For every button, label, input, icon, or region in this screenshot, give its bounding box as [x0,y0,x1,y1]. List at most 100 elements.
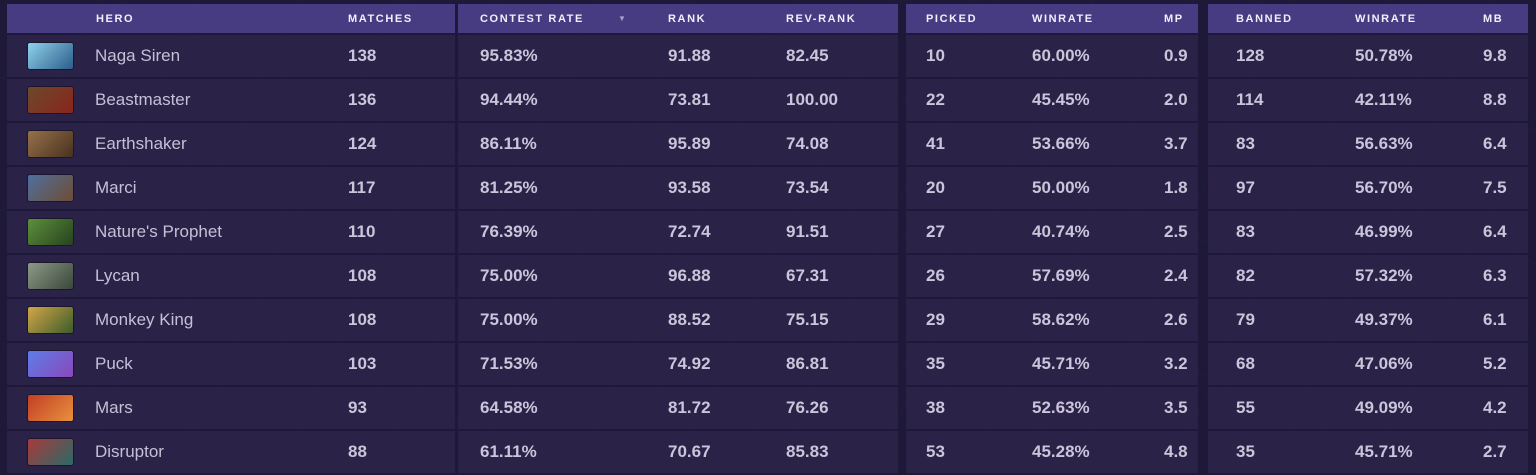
mp-value: 3.2 [1164,354,1188,373]
row-group-contest: 64.58% 81.72 76.26 [458,387,898,429]
column-header-rev-rank[interactable]: REV-RANK [786,12,857,25]
column-header-contest-rate[interactable]: CONTEST RATE ▼ [480,13,668,25]
mp-value: 2.6 [1164,310,1188,329]
row-group-contest: 75.00% 88.52 75.15 [458,299,898,341]
hero-row[interactable]: Marci 117 81.25% 93.58 73.54 20 50.00% 1… [7,167,1528,209]
row-group-banned: 114 42.11% 8.8 [1208,79,1528,121]
banned-value: 35 [1236,442,1255,461]
hero-name[interactable]: Mars [95,398,133,417]
column-header-hero[interactable]: HERO [96,12,135,25]
row-group-picked: 53 45.28% 4.8 [906,431,1198,473]
hero-name[interactable]: Monkey King [95,310,194,329]
hero-portrait [28,43,73,69]
row-group-hero: Mars 93 [7,387,455,429]
rev-rank-value: 76.26 [786,398,829,417]
matches-value: 103 [348,354,377,373]
hero-row[interactable]: Puck 103 71.53% 74.92 86.81 35 45.71% 3.… [7,343,1528,385]
row-group-banned: 82 57.32% 6.3 [1208,255,1528,297]
table-body: Naga Siren 138 95.83% 91.88 82.45 10 60.… [7,35,1528,473]
hero-row[interactable]: Beastmaster 136 94.44% 73.81 100.00 22 4… [7,79,1528,121]
rank-value: 73.81 [668,90,711,109]
picked-value: 35 [926,354,945,373]
hero-portrait [28,307,73,333]
column-header-rank[interactable]: RANK [668,12,707,25]
row-group-picked: 29 58.62% 2.6 [906,299,1198,341]
rev-rank-value: 91.51 [786,222,829,241]
picked-winrate-value: 60.00% [1032,46,1090,65]
banned-winrate-value: 49.37% [1355,310,1413,329]
matches-value: 136 [348,90,377,109]
hero-row[interactable]: Mars 93 64.58% 81.72 76.26 38 52.63% 3.5… [7,387,1528,429]
contest-rate-value: 61.11% [480,442,537,461]
banned-winrate-value: 49.09% [1355,398,1413,417]
rank-value: 88.52 [668,310,711,329]
column-header-banned-winrate[interactable]: WINRATE [1355,12,1417,25]
hero-row[interactable]: Nature's Prophet 110 76.39% 72.74 91.51 … [7,211,1528,253]
row-group-hero: Naga Siren 138 [7,35,455,77]
column-header-picked[interactable]: PICKED [926,12,978,25]
rev-rank-value: 82.45 [786,46,829,65]
hero-name[interactable]: Marci [95,178,137,197]
row-group-hero: Lycan 108 [7,255,455,297]
mb-value: 8.8 [1483,90,1507,109]
sort-desc-icon[interactable]: ▼ [617,14,626,23]
column-group-divider [1198,387,1208,429]
row-group-contest: 95.83% 91.88 82.45 [458,35,898,77]
matches-value: 138 [348,46,377,65]
hero-row[interactable]: Disruptor 88 61.11% 70.67 85.83 53 45.28… [7,431,1528,473]
column-group-divider [898,167,906,209]
column-header-picked-winrate[interactable]: WINRATE [1032,12,1094,25]
row-group-contest: 71.53% 74.92 86.81 [458,343,898,385]
column-group-divider [898,255,906,297]
hero-name[interactable]: Nature's Prophet [95,222,223,241]
picked-value: 27 [926,222,945,241]
rev-rank-value: 67.31 [786,266,829,285]
mb-value: 2.7 [1483,442,1507,461]
column-header-matches[interactable]: MATCHES [348,12,413,25]
banned-value: 79 [1236,310,1255,329]
banned-value: 55 [1236,398,1255,417]
column-group-divider [898,387,906,429]
banned-winrate-value: 56.63% [1355,134,1413,153]
mb-value: 6.4 [1483,134,1507,153]
row-group-picked: 27 40.74% 2.5 [906,211,1198,253]
table-header-row: HERO MATCHES CONTEST RATE ▼ RANK REV-RAN… [7,4,1528,33]
row-group-banned: 128 50.78% 9.8 [1208,35,1528,77]
mp-value: 2.5 [1164,222,1188,241]
mp-value: 0.9 [1164,46,1188,65]
hero-row[interactable]: Earthshaker 124 86.11% 95.89 74.08 41 53… [7,123,1528,165]
hero-row[interactable]: Naga Siren 138 95.83% 91.88 82.45 10 60.… [7,35,1528,77]
hero-portrait [28,219,73,245]
hero-row[interactable]: Monkey King 108 75.00% 88.52 75.15 29 58… [7,299,1528,341]
picked-winrate-value: 45.71% [1032,354,1090,373]
picked-value: 38 [926,398,945,417]
hero-name[interactable]: Lycan [95,266,140,285]
contest-rate-value: 86.11% [480,134,537,153]
hero-row[interactable]: Lycan 108 75.00% 96.88 67.31 26 57.69% 2… [7,255,1528,297]
column-header-mb[interactable]: MB [1483,12,1504,25]
banned-winrate-value: 47.06% [1355,354,1413,373]
contest-rate-value: 94.44% [480,90,538,109]
hero-name[interactable]: Naga Siren [95,46,181,65]
contest-rate-value: 76.39% [480,222,538,241]
hero-name[interactable]: Puck [95,354,133,373]
hero-name[interactable]: Disruptor [95,442,164,461]
header-group-banned: BANNED WINRATE MB [1208,4,1528,33]
column-header-banned[interactable]: BANNED [1236,12,1293,25]
row-group-picked: 38 52.63% 3.5 [906,387,1198,429]
rank-value: 74.92 [668,354,711,373]
column-group-divider [1198,343,1208,385]
picked-winrate-value: 45.45% [1032,90,1090,109]
picked-winrate-value: 40.74% [1032,222,1090,241]
mp-value: 4.8 [1164,442,1188,461]
hero-portrait [28,351,73,377]
hero-name[interactable]: Beastmaster [95,90,191,109]
hero-name[interactable]: Earthshaker [95,134,187,153]
column-header-mp[interactable]: MP [1164,12,1184,25]
banned-value: 83 [1236,134,1255,153]
column-group-divider [1198,167,1208,209]
column-group-divider [1198,35,1208,77]
column-group-divider [898,343,906,385]
row-group-picked: 35 45.71% 3.2 [906,343,1198,385]
rank-value: 81.72 [668,398,711,417]
